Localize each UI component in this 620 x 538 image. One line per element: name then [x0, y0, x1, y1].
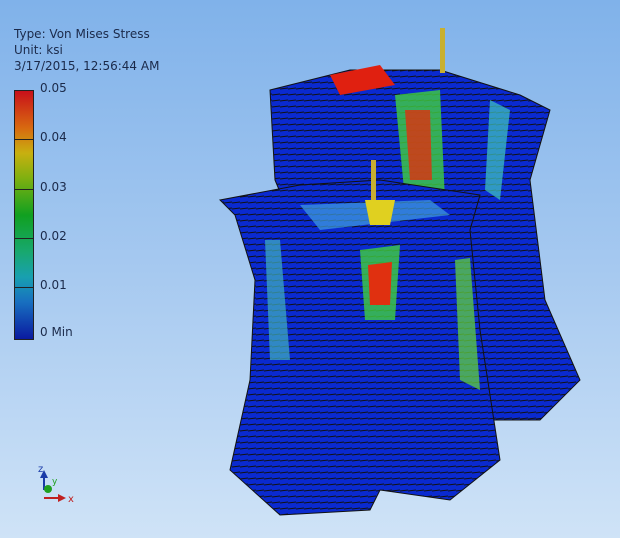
legend-tick	[14, 238, 34, 239]
axis-x-label: x	[68, 494, 74, 505]
legend-tick	[14, 287, 34, 288]
result-timestamp: 3/17/2015, 12:56:44 AM	[14, 59, 160, 73]
axis-triad[interactable]: z y x	[38, 464, 74, 505]
color-legend-bar	[14, 90, 34, 340]
legend-label: 0.01	[40, 278, 67, 292]
legend-label: 0.05	[40, 81, 67, 95]
result-type: Type: Von Mises Stress	[14, 27, 150, 41]
legend-tick	[14, 139, 34, 140]
support-pin	[371, 28, 445, 200]
legend-label: 0.02	[40, 229, 67, 243]
legend-tick	[14, 189, 34, 190]
axis-y-label: y	[52, 477, 58, 487]
axis-z-label: z	[38, 464, 43, 475]
legend-label: 0 Min	[40, 325, 73, 339]
result-unit: Unit: ksi	[14, 43, 63, 57]
front-tower	[218, 179, 501, 516]
legend-label: 0.04	[40, 130, 67, 144]
legend-label: 0.03	[40, 180, 67, 194]
